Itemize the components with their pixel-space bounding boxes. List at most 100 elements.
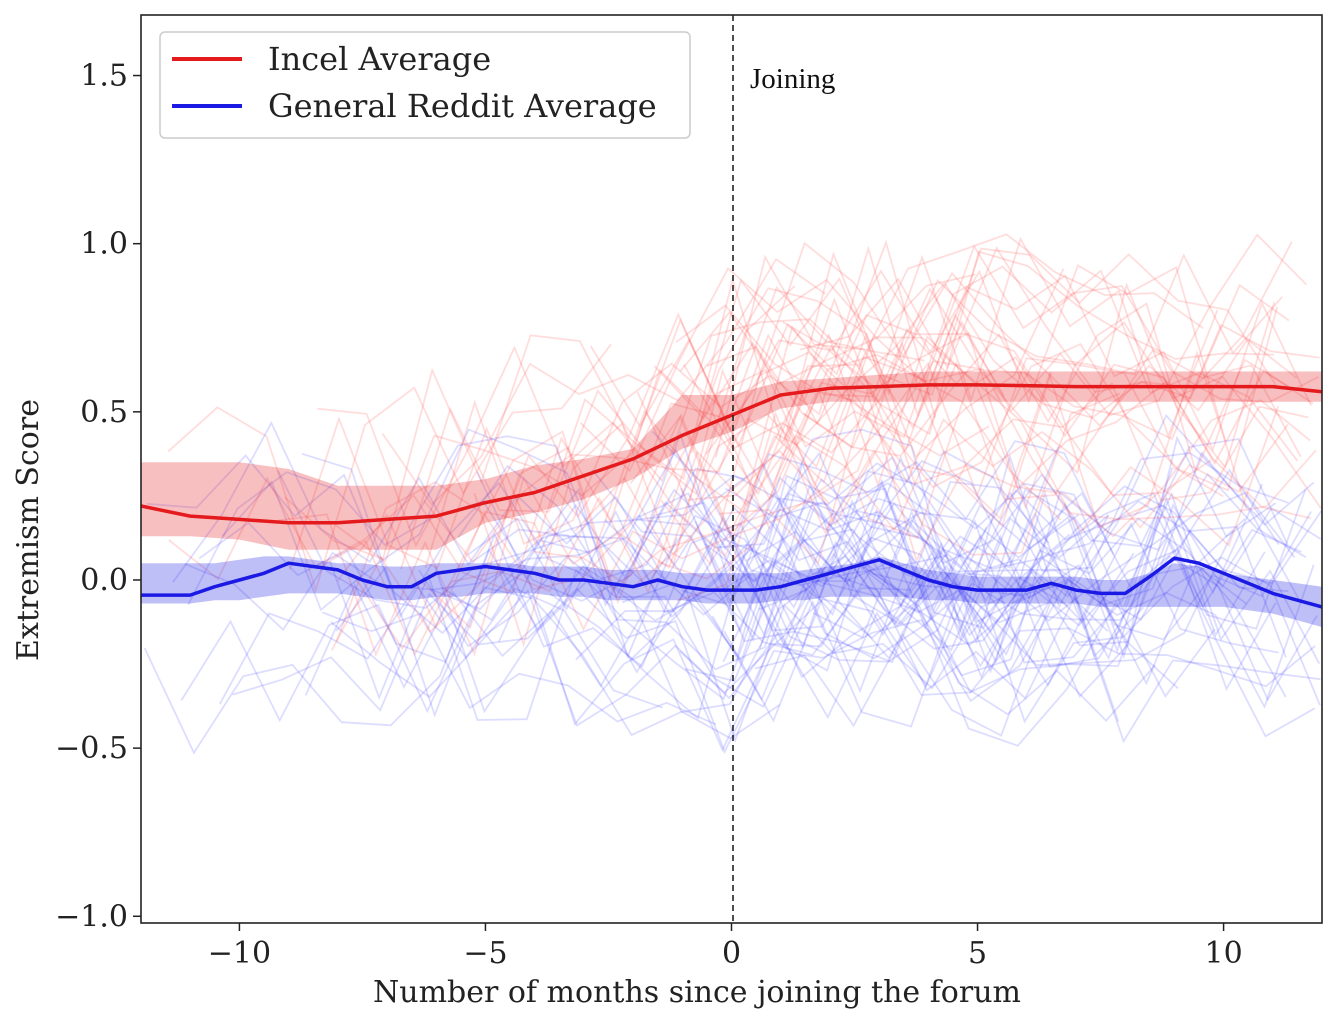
individual-trace [172, 420, 1060, 600]
individual-trace [694, 517, 1287, 698]
individual-trace [335, 317, 878, 563]
individual-trace [690, 253, 1283, 454]
individual-trace [533, 449, 830, 589]
individual-trace [725, 487, 1071, 597]
individual-trace [420, 355, 1062, 630]
individual-trace [304, 583, 651, 696]
individual-trace [198, 521, 988, 668]
individual-trace [476, 413, 1315, 598]
x-axis: −10 −5 0 5 10 [208, 923, 1243, 971]
individual-trace [301, 452, 746, 619]
individual-trace [638, 492, 1279, 654]
individual-trace [335, 321, 1322, 642]
individual-trace [719, 388, 1311, 565]
individual-trace [782, 264, 1227, 442]
individual-trace [621, 470, 1312, 641]
individual-trace [604, 518, 1246, 688]
plot-frame [140, 14, 1323, 924]
legend: Incel Average General Reddit Average [159, 31, 691, 139]
individual-trace [711, 557, 1156, 723]
individual-trace [636, 297, 1279, 502]
individual-trace [329, 536, 1069, 721]
individual-trace [457, 464, 1050, 650]
individual-trace [424, 245, 1313, 569]
individual-trace [407, 435, 1049, 624]
individual-trace [330, 336, 1317, 651]
individual-trace [705, 241, 1298, 455]
individual-trace [783, 247, 1278, 443]
individual-trace [629, 491, 1321, 672]
individual-trace [715, 233, 1308, 458]
individual-trace [657, 372, 1053, 580]
individual-trace [284, 285, 925, 561]
individual-trace [653, 302, 1295, 474]
individual-trace [785, 360, 1279, 547]
individual-trace [429, 448, 1071, 591]
individual-trace [221, 428, 1110, 633]
individual-trace [575, 495, 1266, 661]
y-tick-label: 0.5 [80, 395, 128, 430]
individual-trace [635, 435, 1277, 645]
confidence-band [141, 371, 1322, 550]
x-axis-label: Number of months since joining the forum [373, 975, 1021, 1010]
average-lines [141, 383, 1322, 609]
individual-trace [314, 313, 1006, 594]
y-tick-label: 1.5 [80, 59, 128, 94]
individual-trace [676, 392, 1121, 602]
individual-trace [336, 357, 1224, 632]
individual-trace [802, 341, 1248, 529]
individual-trace [579, 244, 1320, 473]
individual-trace [473, 355, 1312, 648]
individual-trace [288, 250, 1274, 570]
individual-trace [714, 489, 1307, 661]
x-tick-label: −10 [208, 936, 271, 971]
individual-trace [754, 601, 1052, 737]
y-tick-label: −0.5 [55, 731, 128, 766]
individual-trace [684, 481, 1080, 617]
individual-trace [680, 487, 1322, 659]
individual-trace [317, 233, 1204, 548]
individual-trace [574, 331, 1314, 568]
individual-trace [759, 485, 1302, 656]
individual-trace [629, 323, 1320, 536]
individual-trace [167, 343, 612, 593]
individual-trace [497, 455, 1287, 658]
legend-box [159, 31, 691, 139]
individual-trace [352, 418, 1289, 650]
individual-trace [675, 236, 1219, 439]
y-tick-label: 1.0 [80, 227, 128, 262]
individual-trace [441, 468, 1280, 659]
individual-trace [143, 548, 1179, 755]
individual-trace [400, 285, 796, 570]
individual-traces [143, 233, 1322, 755]
individual-trace [219, 583, 663, 709]
individual-trace [184, 487, 678, 660]
individual-trace [468, 472, 1307, 677]
individual-trace [591, 469, 1135, 634]
series-line [141, 556, 1322, 609]
y-tick-label: 0.0 [80, 563, 128, 598]
individual-trace [549, 529, 1289, 720]
individual-trace [277, 451, 1264, 619]
individual-trace [723, 536, 1316, 738]
x-tick-label: 5 [968, 936, 987, 971]
series-line [141, 383, 1322, 525]
individual-trace [660, 349, 1302, 567]
y-axis: −1.0 −0.5 0.0 0.5 1.0 1.5 [55, 59, 141, 934]
individual-trace [168, 327, 957, 657]
individual-trace [681, 476, 1322, 624]
individual-trace [180, 569, 1216, 753]
individual-trace [187, 430, 1174, 613]
y-tick-label: −1.0 [55, 899, 128, 934]
individual-trace [697, 281, 1290, 505]
individual-trace [232, 575, 1120, 755]
individual-trace [423, 314, 1212, 564]
individual-trace [683, 282, 1276, 475]
individual-trace [147, 454, 689, 635]
individual-trace [679, 556, 1321, 724]
individual-trace [684, 512, 1277, 692]
individual-trace [467, 509, 911, 657]
individual-trace [706, 265, 1299, 462]
individual-trace [722, 559, 1315, 710]
